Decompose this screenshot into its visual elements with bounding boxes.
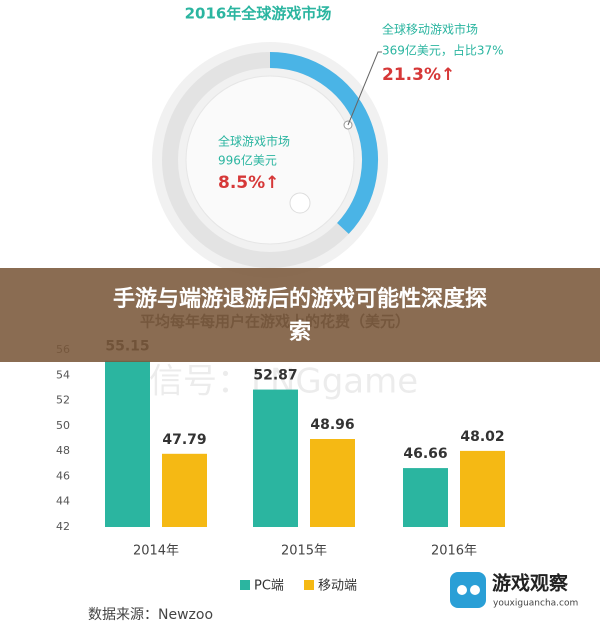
banner-title: 手游与端游退游后的游戏可能性深度探索 [113, 286, 487, 345]
y-tick-label: 46 [56, 469, 70, 482]
y-tick-label: 54 [56, 368, 70, 381]
data-label: 52.87 [253, 368, 297, 384]
logo-url: youxiguancha.com [493, 599, 578, 609]
annotation: 369亿美元，占比37% [382, 43, 504, 58]
legend-swatch [304, 580, 314, 590]
donut-inner [185, 75, 355, 245]
y-tick-label: 42 [56, 520, 70, 533]
data-label: 46.66 [403, 446, 447, 462]
data-label: 48.96 [310, 417, 354, 433]
legend-label: PC端 [254, 579, 284, 594]
logo-icon [450, 572, 486, 608]
donut-knob [289, 192, 311, 214]
annotation: 全球游戏市场 [218, 134, 290, 149]
logo-name: 游戏观察 [492, 572, 569, 595]
data-label: 47.79 [162, 432, 206, 448]
pointer-line [347, 51, 382, 126]
annotation: 21.3%↑ [382, 65, 455, 85]
logo-icon-detail [470, 585, 480, 595]
annotation: 996亿美元 [218, 153, 277, 168]
banner-line: 手游与端游退游后的游戏可能性深度探 [113, 286, 487, 312]
x-tick-label: 2015年 [281, 544, 327, 559]
y-tick-label: 48 [56, 444, 70, 457]
source: 数据来源：Newzoo [88, 607, 213, 623]
bar [162, 453, 207, 527]
y-tick-label: 50 [56, 419, 70, 432]
banner-line: 索 [289, 320, 311, 345]
logo-icon-detail [457, 585, 467, 595]
y-tick-label: 52 [56, 394, 70, 407]
bar [105, 360, 150, 527]
bar [403, 468, 448, 527]
annotation: 全球移动游戏市场 [382, 22, 478, 37]
bar [310, 439, 355, 527]
donut-title: 2016年全球游戏市场 [185, 5, 332, 23]
x-tick-label: 2016年 [431, 544, 477, 559]
bar [253, 389, 298, 527]
data-label: 48.02 [460, 429, 504, 445]
legend-label: 移动端 [318, 579, 357, 594]
y-tick-label: 44 [56, 495, 70, 508]
bar [460, 450, 505, 527]
legend-swatch [240, 580, 250, 590]
banner [0, 268, 600, 362]
annotation: 8.5%↑ [218, 173, 279, 193]
x-tick-label: 2014年 [133, 544, 179, 559]
donut-segment [269, 52, 378, 234]
